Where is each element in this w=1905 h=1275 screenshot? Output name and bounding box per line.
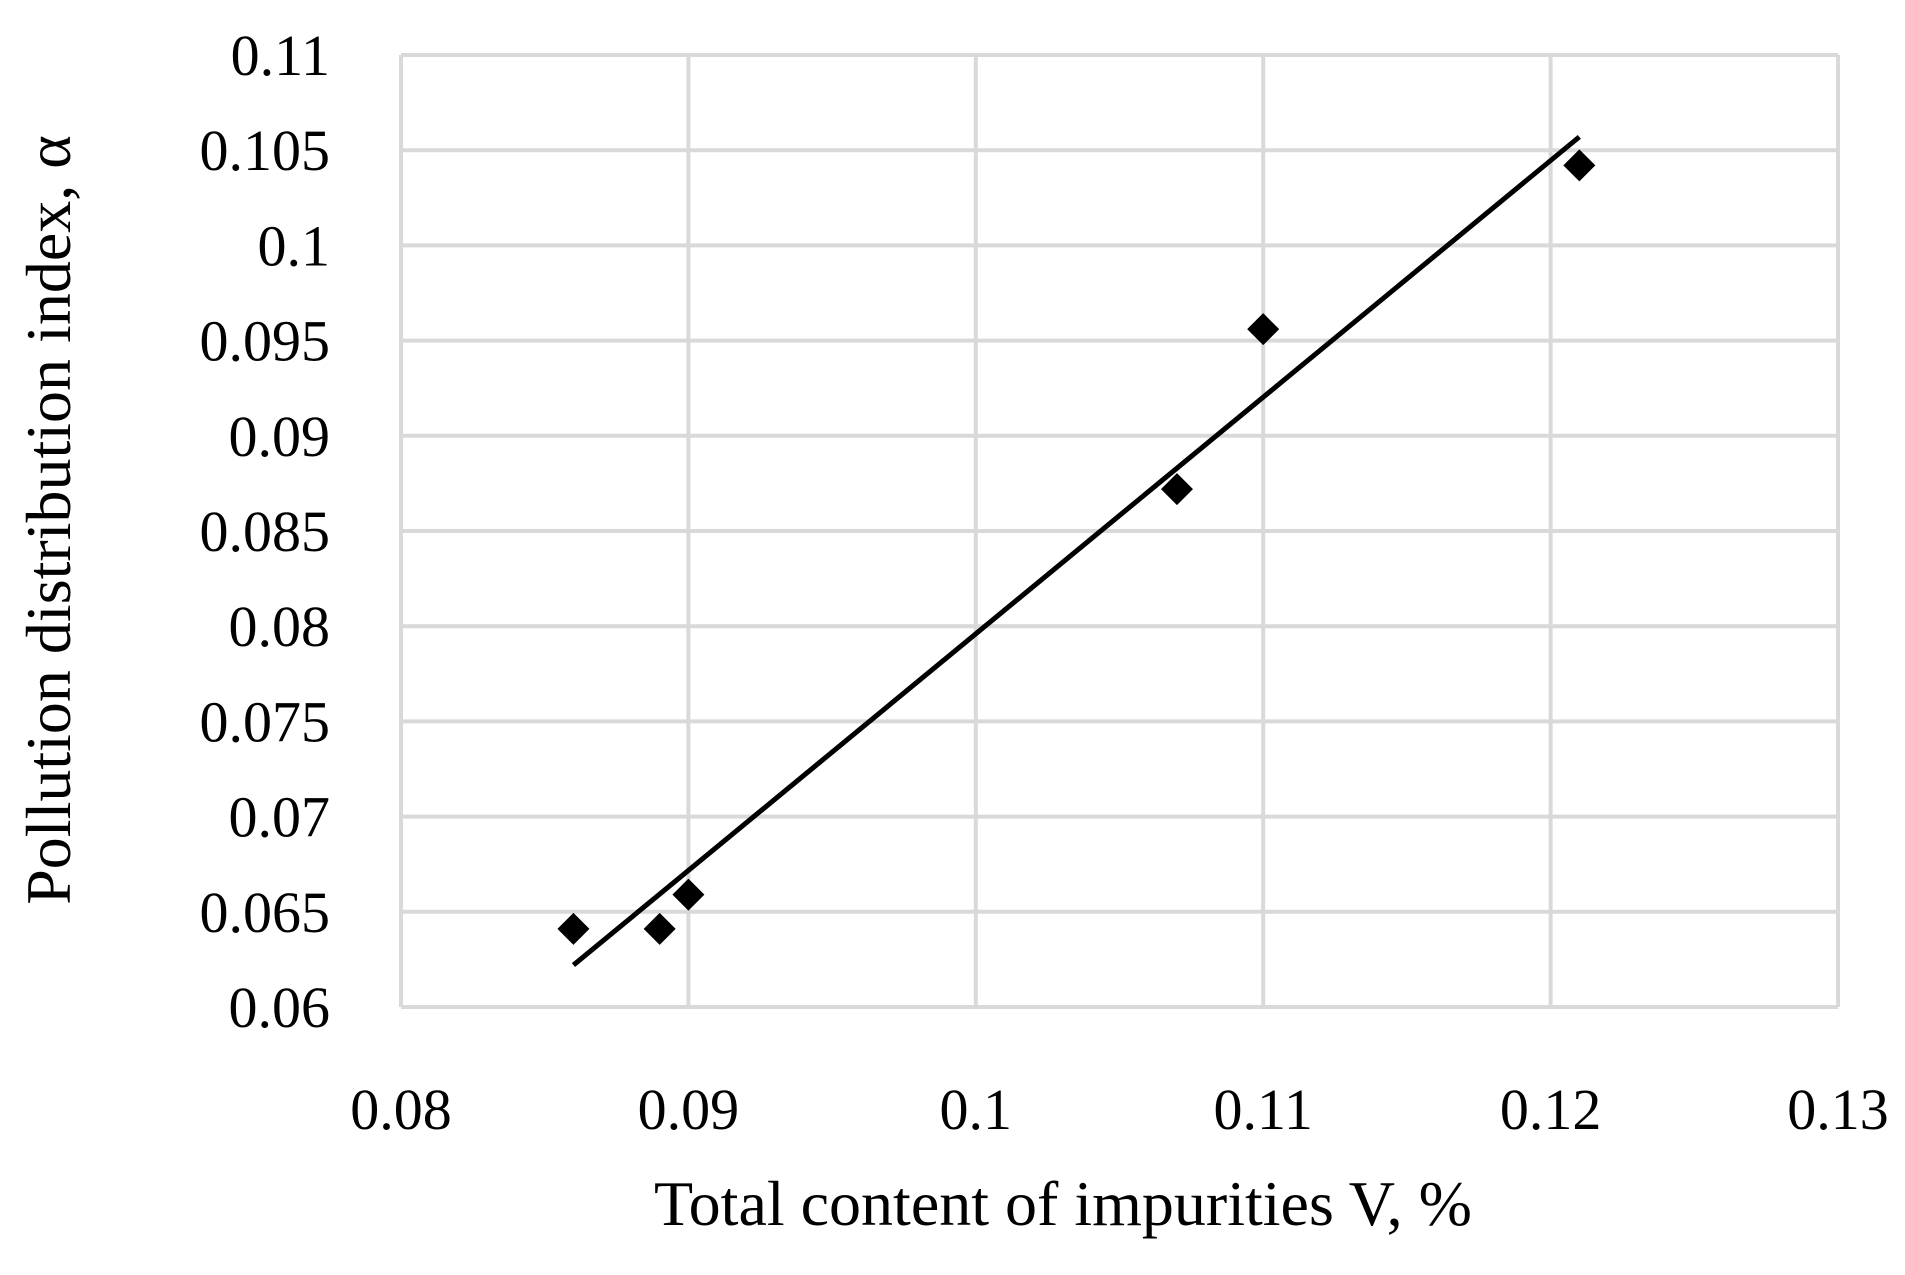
data-point-diamond xyxy=(643,912,676,945)
y-tick-label: 0.09 xyxy=(229,404,331,469)
x-axis-title: Total content of impurities V, % xyxy=(654,1168,1472,1239)
y-tick-label: 0.07 xyxy=(229,785,331,850)
data-point-diamond xyxy=(672,878,705,911)
x-tick-label: 0.12 xyxy=(1500,1077,1602,1142)
x-axis-tick-labels: 0.08 0.09 0.1 0.11 0.12 0.13 xyxy=(350,1077,1889,1142)
data-point-diamond xyxy=(557,912,590,945)
data-points xyxy=(557,149,1596,945)
y-tick-label: 0.075 xyxy=(200,689,331,754)
x-tick-label: 0.11 xyxy=(1214,1077,1313,1142)
x-tick-label: 0.08 xyxy=(350,1077,452,1142)
y-tick-label: 0.11 xyxy=(231,23,330,88)
y-axis-title: Pollution distribution index, α xyxy=(13,135,84,905)
linear-trendline xyxy=(571,134,1581,968)
data-point-diamond xyxy=(1247,313,1280,346)
y-tick-label: 0.06 xyxy=(229,975,331,1040)
data-point-diamond xyxy=(1563,149,1596,182)
horizontal-gridlines xyxy=(401,53,1838,1009)
data-point-diamond xyxy=(1160,473,1193,506)
x-tick-label: 0.1 xyxy=(940,1077,1013,1142)
y-tick-label: 0.1 xyxy=(258,213,331,278)
y-tick-label: 0.065 xyxy=(200,880,331,945)
y-tick-label: 0.08 xyxy=(229,594,331,659)
x-tick-label: 0.09 xyxy=(638,1077,740,1142)
x-tick-label: 0.13 xyxy=(1787,1077,1889,1142)
y-tick-label: 0.085 xyxy=(200,499,331,564)
y-tick-label: 0.095 xyxy=(200,309,331,374)
y-axis-tick-labels: 0.060.0650.070.0750.080.0850.090.0950.10… xyxy=(200,23,331,1040)
y-tick-label: 0.105 xyxy=(200,118,331,183)
